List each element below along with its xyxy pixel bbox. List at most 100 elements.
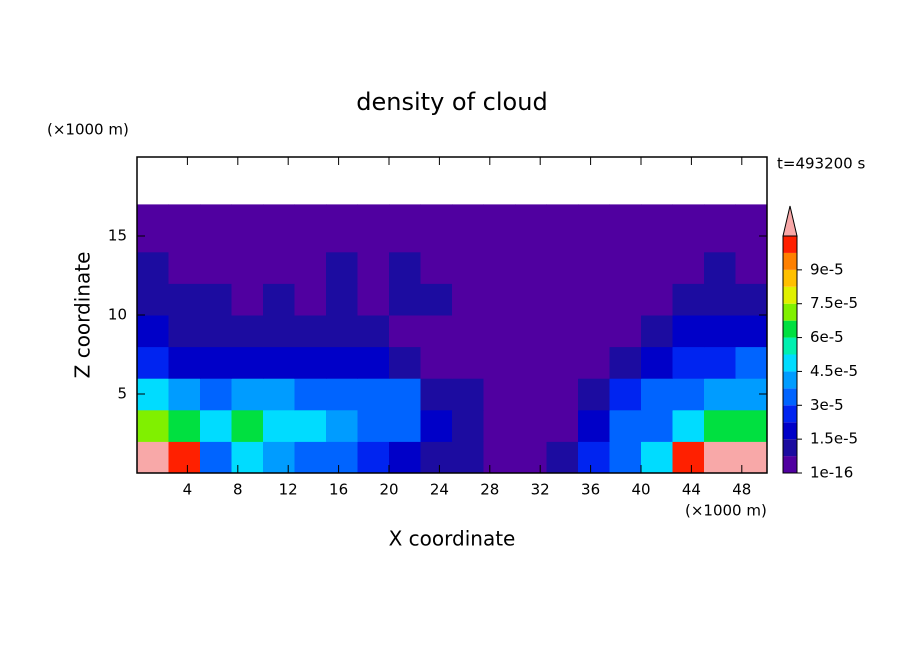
x-tick-label: 44: [682, 481, 701, 499]
contour-cell: [578, 441, 610, 474]
contour-cell: [294, 283, 327, 316]
contour-cell: [263, 441, 295, 474]
contour-cell: [168, 283, 201, 316]
contour-cell: [578, 409, 610, 442]
y-unit: (×1000 m): [47, 121, 129, 139]
contour-cell: [200, 441, 232, 474]
contour-cell: [735, 346, 768, 379]
contour-cell: [483, 283, 516, 316]
contour-cell: [641, 409, 673, 442]
contour-cell: [263, 204, 295, 253]
x-tick-label: 32: [531, 481, 550, 499]
contour-cell: [704, 251, 736, 284]
contour-cell: [263, 315, 295, 348]
contour-cell: [672, 409, 705, 442]
contour-cell: [389, 315, 421, 348]
contour-cell: [578, 315, 610, 348]
y-tick-label: 5: [117, 385, 127, 403]
colorbar-tick-label: 3e-5: [810, 396, 844, 414]
contour-cell: [641, 346, 673, 379]
contour-cell: [420, 346, 453, 379]
contour-cell: [420, 204, 453, 253]
contour-cell: [389, 378, 421, 411]
contour-cell: [609, 315, 642, 348]
x-tick-label: 28: [480, 481, 499, 499]
contour-cell: [641, 441, 673, 474]
contour-cell: [609, 283, 642, 316]
contour-cell: [389, 346, 421, 379]
contour-cell: [263, 251, 295, 284]
contour-cell: [704, 283, 736, 316]
contour-cell: [483, 378, 516, 411]
contour-cell: [137, 204, 169, 253]
contour-cell: [515, 441, 547, 474]
y-tick-label: 15: [108, 227, 127, 245]
contour-cell: [483, 346, 516, 379]
x-tick-label: 36: [581, 481, 600, 499]
contour-cell: [452, 251, 484, 284]
colorbar-band: [783, 405, 797, 423]
contour-cell: [420, 409, 453, 442]
contour-cell: [168, 378, 201, 411]
contour-cell: [515, 251, 547, 284]
colorbar-band: [783, 422, 797, 440]
contour-cell: [609, 441, 642, 474]
contour-cell: [389, 283, 421, 316]
contour-cell: [137, 409, 169, 442]
contour-cell: [326, 251, 358, 284]
contour-cell: [200, 315, 232, 348]
x-axis-label: X coordinate: [389, 527, 516, 551]
contour-cell: [515, 346, 547, 379]
colorbar-band: [783, 286, 797, 304]
colorbar-band: [783, 252, 797, 270]
colorbar-band: [783, 303, 797, 321]
colorbar-band: [783, 371, 797, 389]
contour-cell: [704, 346, 736, 379]
contour-cell: [231, 441, 264, 474]
contour-cell: [389, 441, 421, 474]
contour-cell: [452, 283, 484, 316]
contour-cell: [515, 283, 547, 316]
contour-cell: [294, 315, 327, 348]
contour-cell: [483, 409, 516, 442]
contour-cell: [735, 251, 768, 284]
contour-cell: [672, 283, 705, 316]
contour-cell: [420, 283, 453, 316]
colorbar-band: [783, 439, 797, 457]
contour-cell: [546, 441, 579, 474]
contour-cell: [294, 346, 327, 379]
colorbar-band: [783, 337, 797, 355]
contour-cell: [231, 204, 264, 253]
contour-cell: [672, 441, 705, 474]
contour-cell: [357, 441, 390, 474]
contour-cell: [231, 283, 264, 316]
contour-cell: [546, 251, 579, 284]
contour-cell: [609, 251, 642, 284]
contour-cell: [452, 346, 484, 379]
contour-cell: [483, 441, 516, 474]
contour-cell: [735, 409, 768, 442]
contour-cell: [326, 441, 358, 474]
contour-cell: [735, 283, 768, 316]
colorbar-band: [783, 456, 797, 473]
colorbar-tick-label: 1e-16: [810, 464, 853, 482]
colorbar-band: [783, 354, 797, 372]
contour-cell: [641, 315, 673, 348]
contour-cell: [263, 409, 295, 442]
contour-cell: [578, 204, 610, 253]
colorbar-tick-label: 7.5e-5: [810, 294, 858, 312]
contour-cell: [704, 378, 736, 411]
contour-cell: [641, 378, 673, 411]
contour-cell: [294, 204, 327, 253]
contour-cell: [326, 204, 358, 253]
contour-cell: [420, 315, 453, 348]
colorbar-band: [783, 320, 797, 338]
contour-cell: [704, 409, 736, 442]
contour-cell: [546, 346, 579, 379]
contour-cell: [672, 378, 705, 411]
contour-cell: [137, 346, 169, 379]
contour-cell: [420, 378, 453, 411]
x-tick-label: 20: [379, 481, 398, 499]
contour-cell: [452, 315, 484, 348]
